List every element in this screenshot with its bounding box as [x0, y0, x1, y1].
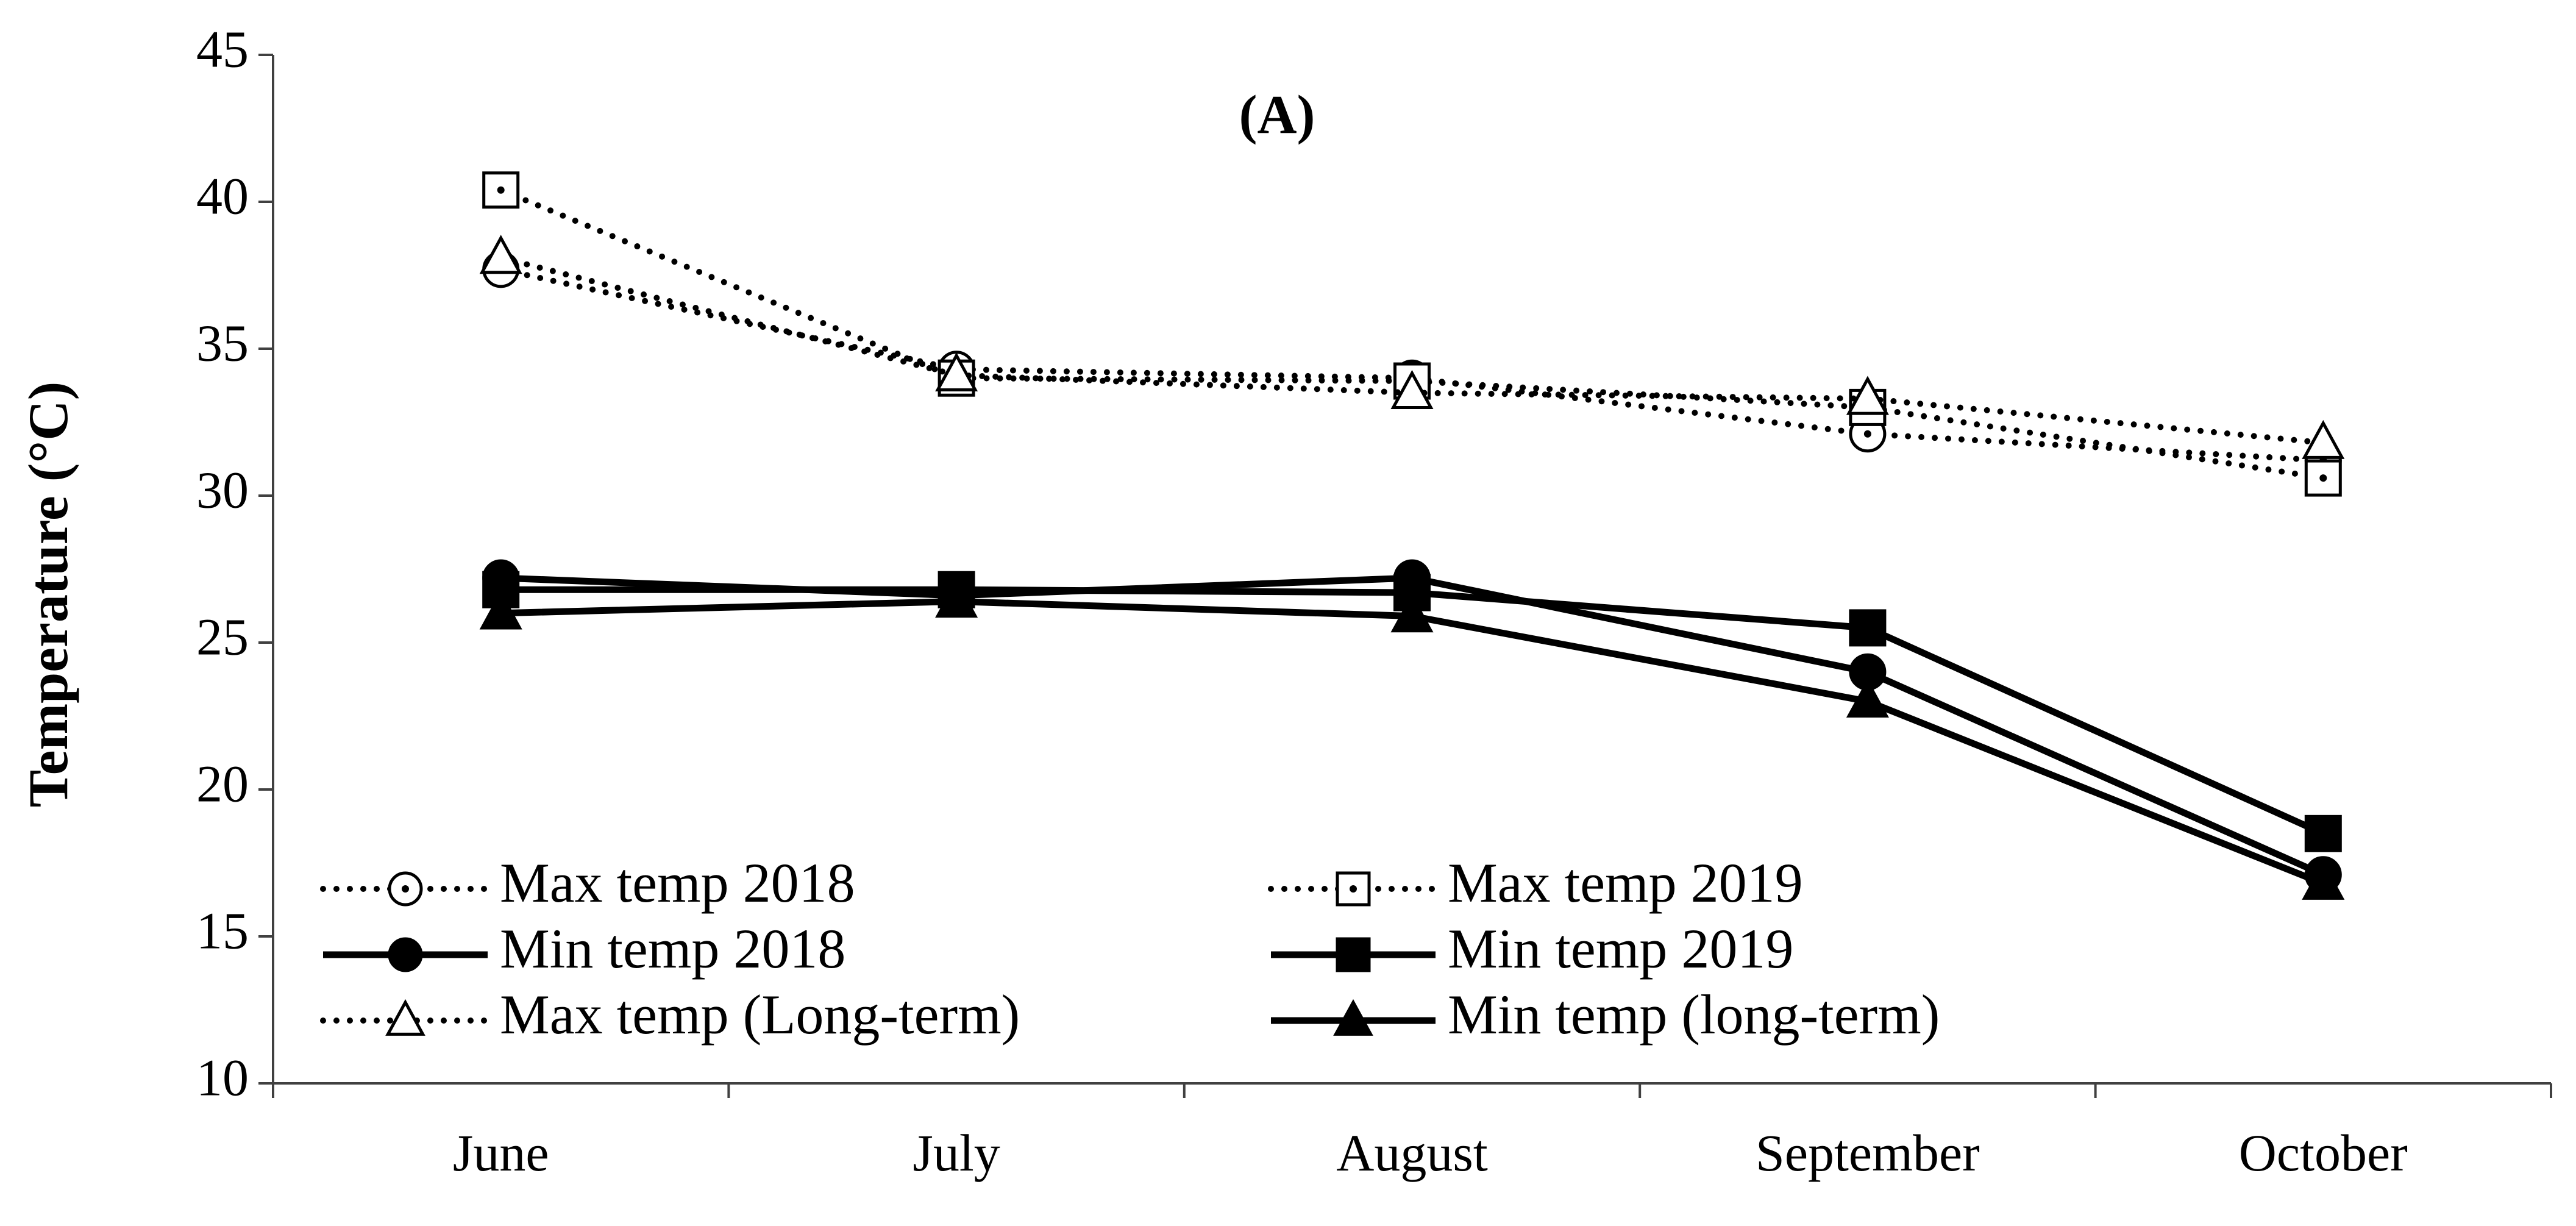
legend-label: Min temp (long-term): [1448, 983, 1940, 1046]
data-point-min-temp-2019: [1849, 609, 1887, 647]
x-ticks: June July August September October: [272, 1083, 2552, 1182]
legend-label: Min temp 2019: [1448, 918, 1793, 980]
y-tick-label: 10: [196, 1049, 249, 1107]
legend-label: Max temp 2018: [500, 852, 855, 914]
data-point-max-temp-long-term: [1846, 376, 1889, 415]
legend-label: Max temp 2019: [1448, 852, 1803, 914]
data-point-min-temp-2019: [2304, 814, 2342, 852]
data-point-max-temp-long-term: [935, 352, 978, 392]
data-point-min-temp-long-term: [2302, 860, 2345, 900]
legend-item-max-temp-2019: Max temp 2019: [1268, 852, 1803, 914]
chart-title: (A): [1239, 85, 1315, 145]
y-axis-title: Temperature (°C): [17, 382, 79, 808]
series-max-temp-long-term: [479, 235, 2345, 459]
y-tick-label: 25: [196, 608, 249, 666]
legend-item-max-temp-long-term: Max temp (Long-term): [320, 983, 1020, 1046]
data-point-max-temp-long-term: [479, 235, 522, 274]
legend-marker-dot: [402, 885, 409, 893]
legend-item-min-temp-2019: Min temp 2019: [1271, 918, 1793, 980]
series-line-max-temp-2019: [497, 187, 2327, 482]
series-line-max-temp-2018: [497, 266, 2327, 464]
series-line-min-temp-long-term: [500, 598, 2325, 887]
legend-marker-dot: [1350, 885, 1357, 893]
data-point-max-temp-2018-dot: [1863, 430, 1871, 438]
legend-item-max-temp-2018: Max temp 2018: [320, 852, 855, 914]
y-tick-label: 30: [196, 461, 249, 519]
series-layer: [479, 171, 2345, 900]
data-point-min-temp-long-term: [935, 579, 978, 618]
y-tick-label: 35: [196, 314, 249, 372]
x-tick-label: August: [1336, 1124, 1488, 1182]
series-line-max-temp-long-term: [497, 254, 2327, 446]
y-tick-label: 15: [196, 902, 249, 960]
x-tick-label: June: [453, 1124, 549, 1182]
legend-label: Min temp 2018: [500, 918, 845, 980]
data-point-max-temp-long-term: [2302, 419, 2345, 459]
y-tick-label: 40: [196, 167, 249, 226]
y-tick-label: 20: [196, 755, 249, 813]
data-point-max-temp-2019-dot: [2319, 474, 2327, 482]
legend-marker: [388, 937, 423, 972]
x-tick-label: October: [2239, 1124, 2408, 1182]
legend-marker: [1333, 999, 1373, 1036]
x-tick-label: July: [913, 1124, 1000, 1182]
legend-item-min-temp-long-term: Min temp (long-term): [1271, 983, 1940, 1046]
x-tick-label: September: [1756, 1124, 1980, 1182]
series-min-temp-long-term: [479, 579, 2345, 900]
y-tick-label: 45: [196, 20, 249, 79]
data-point-min-temp-long-term: [479, 590, 522, 630]
data-point-max-temp-long-term: [1390, 369, 1434, 409]
data-point-min-temp-long-term: [1390, 593, 1434, 633]
legend-marker: [385, 999, 425, 1036]
legend-marker: [1336, 937, 1371, 972]
legend-item-min-temp-2018: Min temp 2018: [323, 918, 845, 980]
series-min-temp-2019: [482, 571, 2342, 852]
legend-label: Max temp (Long-term): [500, 983, 1020, 1046]
data-point-min-temp-long-term: [1846, 678, 1889, 718]
data-point-max-temp-2019-dot: [497, 186, 505, 194]
series-max-temp-2019: [482, 171, 2342, 497]
y-ticks: 10 15 20 25 30 35 40 45: [196, 20, 273, 1107]
